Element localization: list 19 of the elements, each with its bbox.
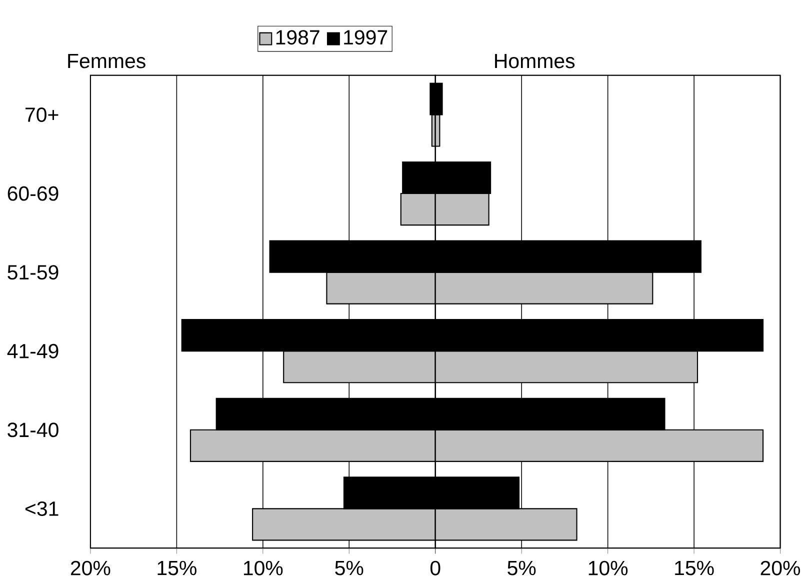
x-tick-label: 20%	[760, 560, 800, 576]
x-tick-label: 20%	[70, 560, 110, 576]
legend-label: 1997	[344, 30, 388, 45]
x-tick-label: 15%	[675, 560, 714, 576]
y-tick-label: 70+	[26, 107, 58, 122]
x-tick-label: 10%	[588, 560, 628, 576]
x-tick-label: 0	[430, 560, 440, 576]
y-tick-label: 41-49	[7, 344, 58, 358]
y-tick-label: 31-40	[8, 422, 58, 438]
x-tick-label: 5%	[508, 560, 536, 576]
text: Hommes	[495, 54, 575, 68]
y-tick-label: 51-59	[8, 265, 58, 280]
x-tick-label: 15%	[158, 560, 196, 576]
text: Femmes	[68, 54, 146, 68]
x-tick-label: 5%	[335, 560, 364, 576]
x-tick-label: 10%	[244, 560, 283, 576]
y-tick-label: 60-69	[8, 186, 58, 201]
legend-label: 1987	[276, 30, 320, 45]
y-tick-label: <31	[25, 501, 58, 516]
